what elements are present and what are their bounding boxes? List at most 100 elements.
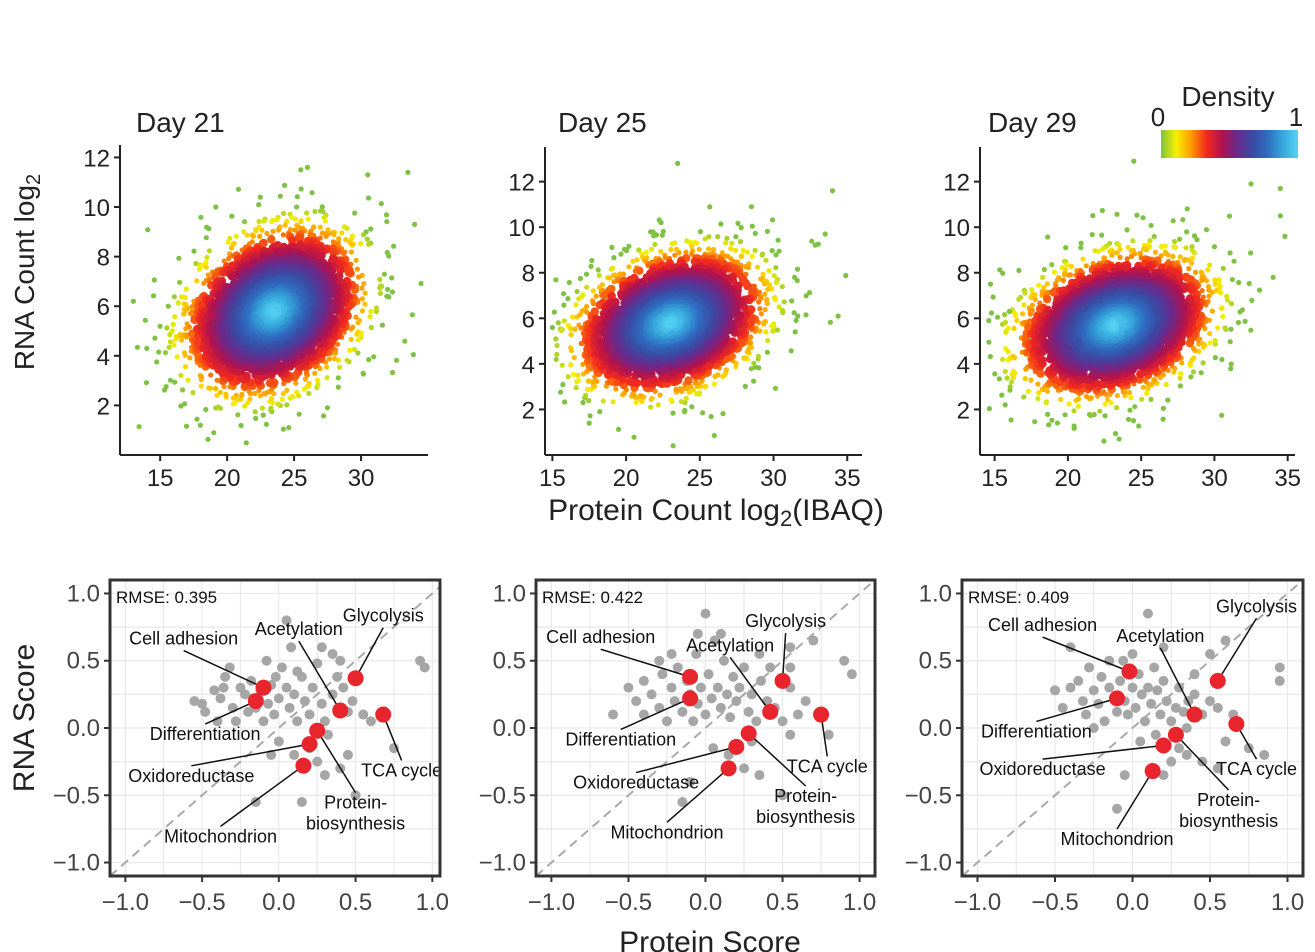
density-point (410, 352, 416, 358)
density-point (354, 266, 360, 272)
density-point (143, 380, 149, 386)
density-point (615, 426, 622, 432)
density-point (244, 232, 250, 238)
density-point (765, 337, 771, 344)
x-tick-label: 20 (214, 465, 241, 492)
density-point (282, 222, 288, 228)
density-point (773, 252, 779, 258)
density-point (263, 421, 269, 427)
density-point (733, 234, 739, 240)
density-point (559, 327, 566, 333)
density-point (577, 275, 584, 282)
density-point (762, 291, 768, 297)
density-point (389, 289, 396, 295)
density-point (321, 413, 327, 419)
density-point (206, 226, 212, 232)
density-point (764, 228, 771, 234)
density-point (771, 273, 777, 279)
density-point (351, 346, 357, 352)
density-point (171, 342, 177, 348)
density-point (749, 253, 755, 260)
outlier-point (405, 169, 411, 175)
density-point (590, 288, 596, 294)
density-point (182, 294, 188, 301)
density-point (584, 284, 590, 290)
density-points (549, 160, 849, 449)
density-point (732, 247, 739, 253)
density-point (589, 257, 595, 264)
density-point (610, 399, 616, 405)
density-point (182, 352, 188, 358)
density-point (769, 248, 775, 254)
density-point (554, 342, 560, 349)
density-point (377, 290, 383, 296)
density-point (203, 259, 209, 266)
density-point (638, 393, 644, 399)
density-point (235, 186, 242, 192)
density-point (365, 241, 372, 247)
density-point (560, 382, 566, 388)
density-point (174, 354, 180, 360)
density-point (172, 379, 178, 385)
density-point (136, 424, 142, 430)
density-point (227, 384, 233, 390)
density-point (843, 272, 849, 279)
density-point (390, 369, 396, 376)
density-point (752, 247, 758, 253)
density-point (214, 377, 220, 383)
density-point (737, 239, 744, 245)
density-point (379, 322, 385, 328)
density-point (264, 230, 270, 237)
density-point (562, 399, 568, 405)
outlier-point (298, 167, 304, 173)
density-point (193, 260, 199, 267)
density-point (314, 377, 321, 383)
legend-title: Density (1181, 81, 1274, 112)
density-point (368, 324, 374, 331)
density-point (809, 238, 815, 244)
outlier-point (412, 221, 418, 227)
density-point (588, 263, 594, 269)
density-point (275, 401, 281, 407)
density-point (347, 347, 353, 353)
density-point (259, 405, 265, 411)
outlier-point (144, 345, 150, 351)
density-point (340, 250, 346, 256)
density-point (683, 395, 689, 401)
density-point (229, 213, 235, 219)
density-point (145, 227, 151, 233)
density-point (703, 383, 709, 389)
density-point (269, 308, 278, 318)
density-point (349, 242, 355, 248)
density-point (769, 217, 776, 223)
density-point (652, 241, 658, 247)
density-point (203, 235, 209, 241)
density-point (198, 374, 205, 380)
density-point (553, 277, 559, 283)
density-point (384, 219, 390, 225)
density-point (359, 285, 365, 291)
density-point (757, 306, 763, 312)
density-point (728, 246, 734, 252)
density-point (792, 329, 798, 335)
density-point (572, 326, 578, 332)
density-point (361, 232, 367, 238)
density-point (723, 240, 729, 246)
y-tick-label: 4 (97, 344, 110, 371)
density-point (608, 266, 614, 272)
density-point (764, 349, 771, 355)
density-point (361, 281, 367, 287)
density-point (729, 240, 735, 246)
density-point (335, 384, 341, 390)
density-point (176, 255, 182, 261)
density-point (583, 271, 590, 277)
density-point (715, 234, 721, 240)
density-point (635, 266, 644, 275)
density-point (183, 423, 190, 429)
density-point (358, 241, 364, 247)
density-point (226, 255, 232, 262)
density-point (324, 364, 330, 370)
density-point (293, 380, 299, 386)
density-point (759, 252, 765, 258)
density-point (205, 436, 211, 442)
